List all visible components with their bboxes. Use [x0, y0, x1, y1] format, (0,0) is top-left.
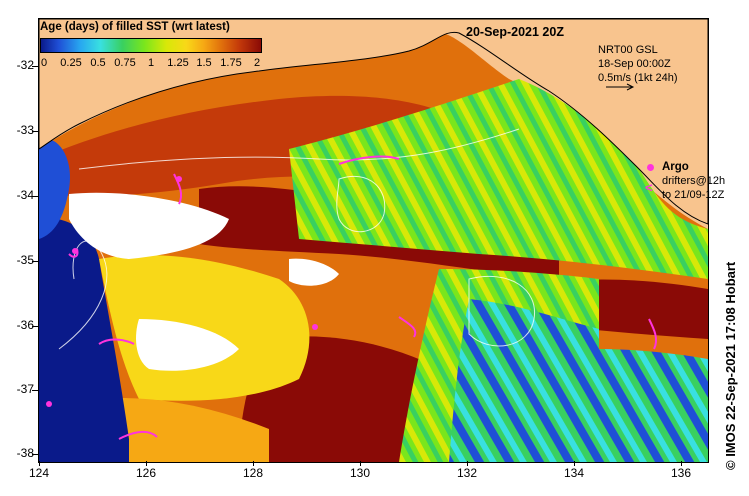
- argo-float-marker: [176, 176, 182, 182]
- age-zone-blue-east: [599, 349, 708, 462]
- lon-tick: [39, 461, 40, 466]
- lon-tick: [574, 461, 575, 466]
- lat-label: -37: [16, 382, 34, 396]
- lat-tick: [32, 196, 38, 197]
- lon-label: 132: [456, 466, 478, 480]
- drifter-track: [648, 318, 658, 350]
- colorbar-tick-label: 1.75: [220, 57, 242, 69]
- lat-tick: [32, 390, 38, 391]
- currents-source-label: NRT00 GSL: [598, 44, 658, 56]
- age-zone-navy-west: [39, 218, 129, 462]
- age-zone-orange-south: [89, 398, 269, 462]
- contour-line: [468, 275, 536, 347]
- colorbar-tick-label: 0.75: [114, 57, 136, 69]
- age-zone-blue-northwest: [39, 138, 70, 239]
- no-data-zone-3: [289, 258, 339, 286]
- lon-label: 134: [563, 466, 585, 480]
- contour-line: [336, 175, 386, 233]
- argo-float-marker: [72, 248, 78, 254]
- sst-map: [38, 18, 709, 463]
- imos-credit: © IMOS 22-Sep-2021 17:08 Hobart: [723, 261, 738, 470]
- arrow-right-icon: [606, 83, 635, 91]
- drifter-track: [338, 155, 400, 165]
- lon-tick: [253, 461, 254, 466]
- colorbar-tick-label: 1: [147, 57, 155, 69]
- drifter-legend-period: to 21/09-12Z: [662, 189, 725, 201]
- lon-label: 128: [242, 466, 264, 480]
- no-data-zone: [69, 192, 229, 259]
- currents-time-label: 18-Sep 00:00Z: [598, 58, 671, 70]
- lat-tick: [32, 261, 38, 262]
- colorbar-tick-label: 1.25: [167, 57, 189, 69]
- drifter-track: [173, 173, 183, 205]
- chevron-left-icon: <: [645, 180, 653, 195]
- colorbar-tick-label: 0: [40, 57, 48, 69]
- lat-tick: [32, 131, 38, 132]
- drifter-track: [98, 338, 135, 345]
- lon-tick: [467, 461, 468, 466]
- lat-label: -32: [16, 58, 34, 72]
- circle-icon: [647, 164, 654, 171]
- lat-label: -35: [16, 253, 34, 267]
- colorbar-tick-label: 2: [253, 57, 261, 69]
- lon-tick: [681, 461, 682, 466]
- argo-legend-label: Argo: [662, 161, 689, 173]
- lon-tick: [360, 461, 361, 466]
- lat-tick: [32, 326, 38, 327]
- age-zone-green: [289, 79, 708, 279]
- lon-label: 136: [670, 466, 692, 480]
- age-zone-blue-southeast: [449, 299, 599, 462]
- age-colorbar: [40, 38, 262, 53]
- drifter-track: [398, 316, 417, 338]
- map-date-title: 20-Sep-2021 20Z: [466, 25, 564, 39]
- lat-tick: [32, 66, 38, 67]
- lat-label: -38: [16, 446, 34, 460]
- lat-tick: [32, 454, 38, 455]
- no-data-zone-2: [136, 319, 239, 371]
- drifter-legend-label: drifters@12h: [662, 175, 726, 187]
- argo-float-marker: [312, 324, 318, 330]
- argo-float-marker: [46, 401, 52, 407]
- sst-age-field: [39, 19, 708, 462]
- lon-label: 130: [349, 466, 371, 480]
- legend-title: Age (days) of filled SST (wrt latest): [40, 21, 230, 33]
- lat-label: -33: [16, 123, 34, 137]
- drifter-track: [118, 431, 158, 440]
- colorbar-tick-label: 1.5: [196, 57, 212, 69]
- currents-scale-label: 0.5m/s (1kt 24h): [598, 72, 678, 84]
- contour-line: [78, 128, 520, 170]
- colorbar-tick-label: 0.25: [60, 57, 82, 69]
- land-area: [39, 19, 708, 225]
- lat-label: -34: [16, 188, 34, 202]
- lon-label: 126: [135, 466, 157, 480]
- lon-tick: [146, 461, 147, 466]
- colorbar-tick-label: 0.5: [90, 57, 106, 69]
- lat-label: -36: [16, 318, 34, 332]
- lon-label: 124: [28, 466, 50, 480]
